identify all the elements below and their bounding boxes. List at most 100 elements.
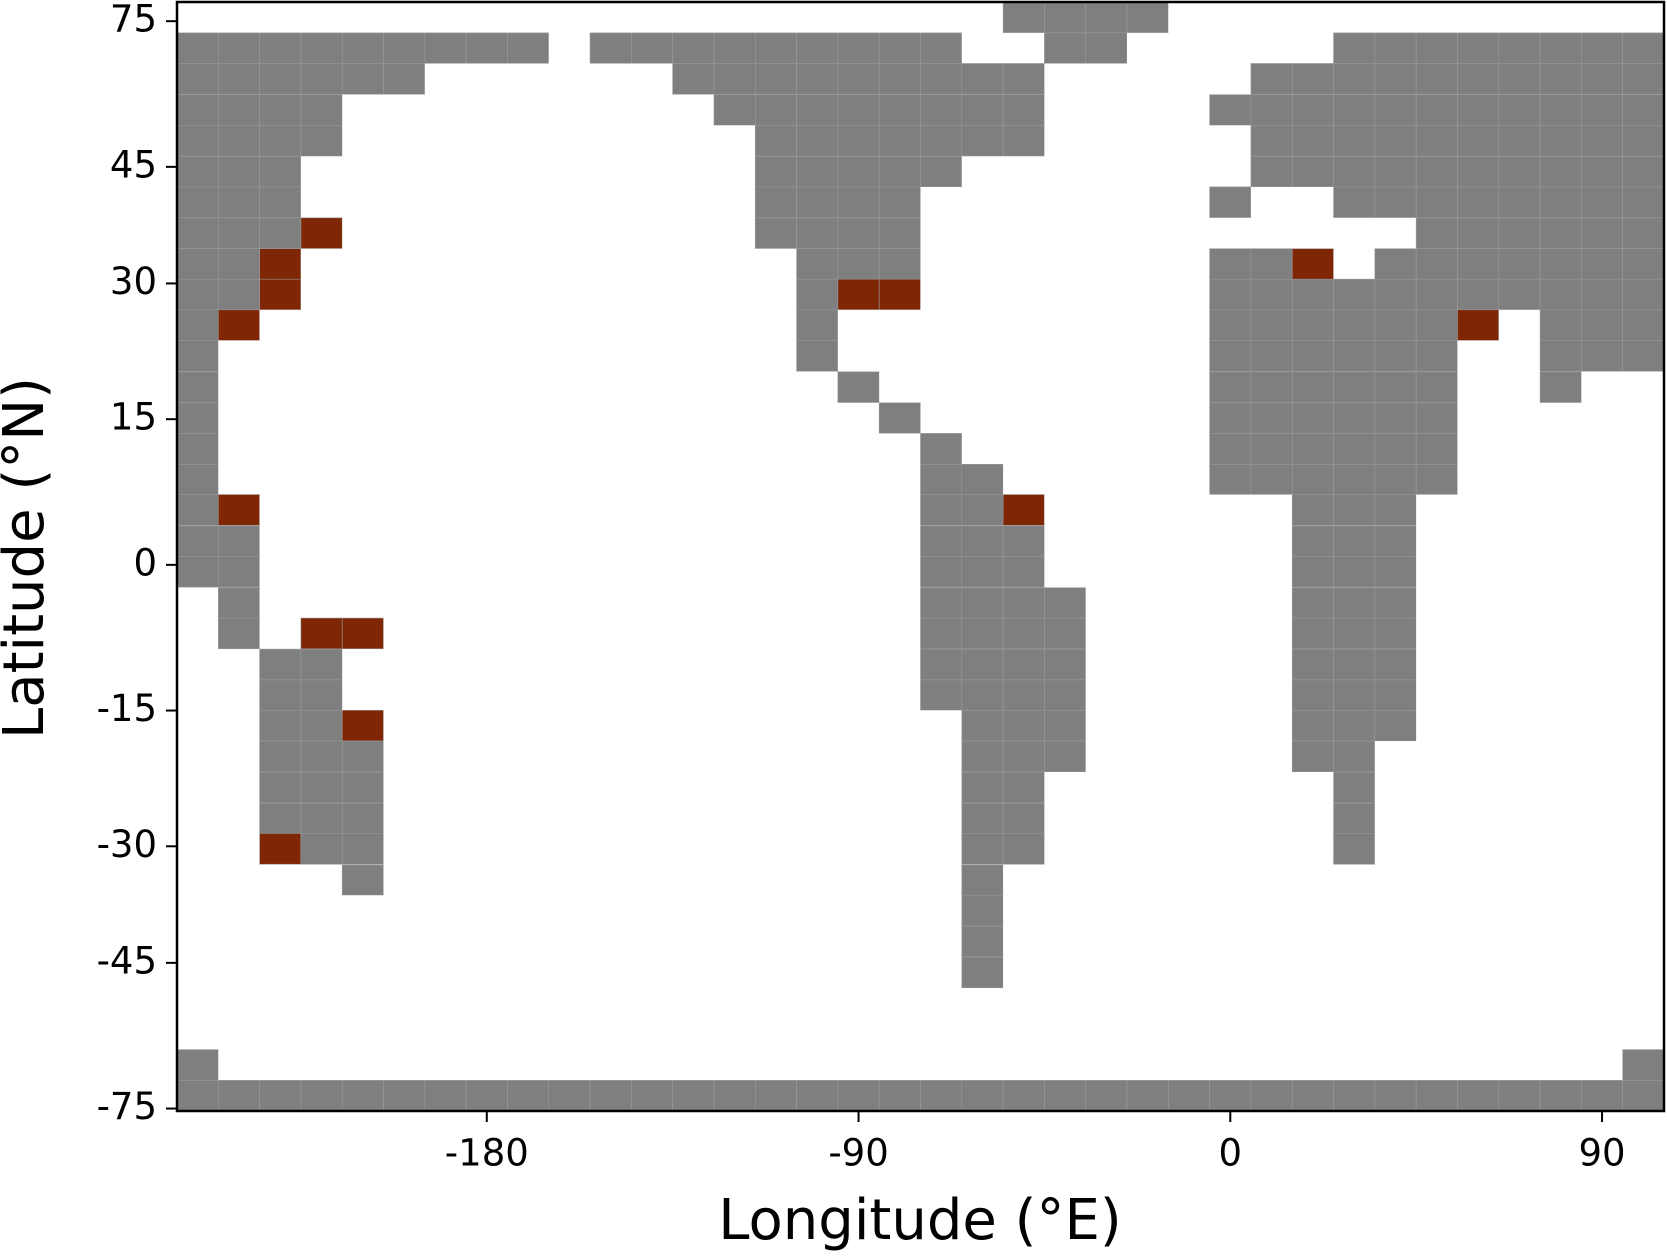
grid-cell [961,988,1004,1019]
grid-cell [466,587,508,619]
grid-cell [713,710,756,742]
grid-cell [259,771,302,804]
grid-cell [259,895,301,927]
grid-cell [259,865,301,896]
grid-cell [1044,556,1086,588]
grid-cell [548,1080,591,1112]
grid-cell [1457,125,1500,157]
grid-cell [300,279,343,310]
grid-cell [1085,741,1128,772]
grid-cell [1209,278,1252,311]
grid-cell [176,433,219,465]
grid-cell [1127,217,1169,249]
grid-cell [1085,217,1128,249]
grid-cell [631,217,673,249]
grid-cell [259,494,301,526]
grid-cell [1374,587,1417,619]
grid-cell [548,464,591,496]
grid-cell [466,649,508,680]
grid-cell [1581,926,1623,957]
grid-cell [1415,217,1458,249]
grid-cell [961,556,1004,588]
grid-cell [1622,833,1664,865]
grid-cell [341,740,384,773]
grid-cell [300,125,343,157]
grid-cell [507,1018,549,1050]
grid-cell [1416,957,1458,988]
grid-cell [879,1,921,33]
grid-cell [300,957,343,988]
grid-cell [879,649,921,680]
grid-cell [300,32,343,64]
grid-cell [631,1049,673,1081]
grid-cell [218,340,260,372]
grid-cell [342,279,384,310]
grid-cell [1250,156,1293,188]
grid-cell [1250,556,1293,588]
grid-cell [1003,32,1045,64]
grid-cell [1002,648,1045,681]
grid-cell [1209,833,1251,865]
grid-cell [1002,125,1045,157]
grid-cell [920,865,962,896]
grid-cell [1457,309,1500,341]
grid-cell [424,1,467,33]
grid-cell [259,433,301,465]
grid-cell [466,279,508,310]
grid-cell [1540,494,1582,526]
grid-cell [920,340,962,372]
grid-cell [218,371,260,403]
grid-cell [300,494,343,526]
grid-cell [1085,649,1128,680]
grid-cell [341,833,384,865]
grid-cell [672,587,714,619]
grid-cell [961,217,1004,249]
grid-cell [1498,402,1541,434]
grid-cell [1374,803,1417,835]
grid-cell [1085,988,1128,1019]
grid-cell [507,618,549,649]
grid-cell [796,679,838,711]
grid-cell [1003,988,1045,1019]
grid-cell [1168,710,1210,742]
grid-cell [754,32,797,64]
grid-cell [177,895,219,927]
grid-cell [1168,494,1210,526]
grid-cell [1333,186,1376,219]
grid-cell [1498,433,1541,465]
grid-cell [1003,402,1045,434]
grid-cell [1374,125,1417,157]
grid-cell [1374,1049,1417,1081]
grid-cell [507,926,549,957]
grid-cell [1581,710,1623,742]
grid-cell [176,217,219,249]
grid-cell [1209,371,1252,403]
grid-cell [755,833,797,865]
grid-cell [672,803,714,835]
grid-cell [1292,1018,1334,1050]
grid-cell [879,741,921,772]
grid-cell [878,94,921,126]
grid-cell [920,186,962,218]
grid-cell [259,340,301,372]
grid-cell [1168,1018,1210,1050]
grid-cell [1333,217,1375,249]
grid-cell [1622,402,1664,434]
grid-cell [755,865,797,896]
grid-cell [218,125,260,157]
grid-cell [1209,1049,1251,1081]
grid-cell [466,525,508,557]
grid-cell [1209,895,1251,927]
grid-cell [218,710,260,742]
grid-cell [383,587,425,619]
grid-cell [1374,1018,1417,1050]
grid-cell [383,217,425,249]
grid-cell [1457,371,1499,403]
grid-cell [259,833,302,865]
grid-cell [383,94,425,126]
grid-cell [466,94,508,126]
grid-cell [1168,895,1210,927]
grid-cell [1333,988,1375,1019]
grid-cell [548,402,591,434]
grid-cell [383,279,425,310]
